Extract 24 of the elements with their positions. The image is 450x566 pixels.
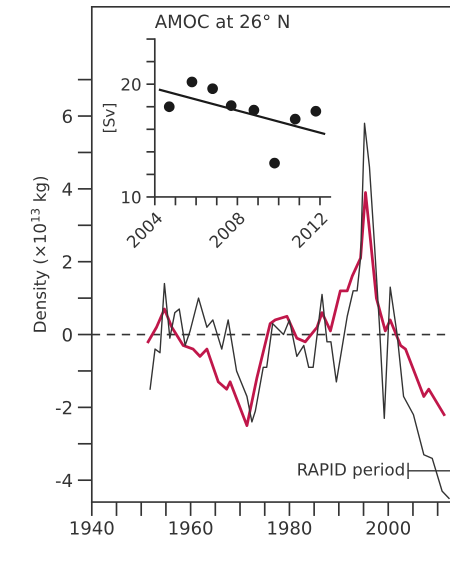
x-tick-label: 1940 — [70, 521, 114, 535]
chart-title: AMOC at 26° N — [154, 14, 289, 28]
y-tick-label: -2 — [56, 400, 72, 414]
point — [226, 100, 237, 111]
point — [207, 83, 218, 94]
x-tick-label: 1960 — [170, 521, 212, 535]
y-tick-label: 6 — [62, 109, 72, 124]
point — [164, 101, 175, 112]
y-tick-label: 0 — [62, 328, 72, 342]
point — [186, 76, 198, 88]
annotation: RAPID period — [298, 462, 404, 479]
x-tick-label: 2000 — [366, 521, 410, 535]
x-tick-label: 1980 — [268, 521, 312, 535]
y-tick-label: 10 — [122, 190, 140, 204]
y-axis-title: [Sv] — [102, 104, 116, 132]
y-axis-title: Density (×10$^{13}$ kg) — [30, 176, 50, 332]
point — [290, 114, 301, 124]
point — [310, 106, 322, 117]
y-tick-label: 4 — [62, 182, 72, 196]
point — [248, 104, 260, 116]
y-tick-label: 2 — [62, 255, 72, 269]
y-tick-label: 20 — [122, 78, 140, 91]
point — [269, 158, 280, 168]
y-tick-label: -4 — [56, 474, 72, 488]
